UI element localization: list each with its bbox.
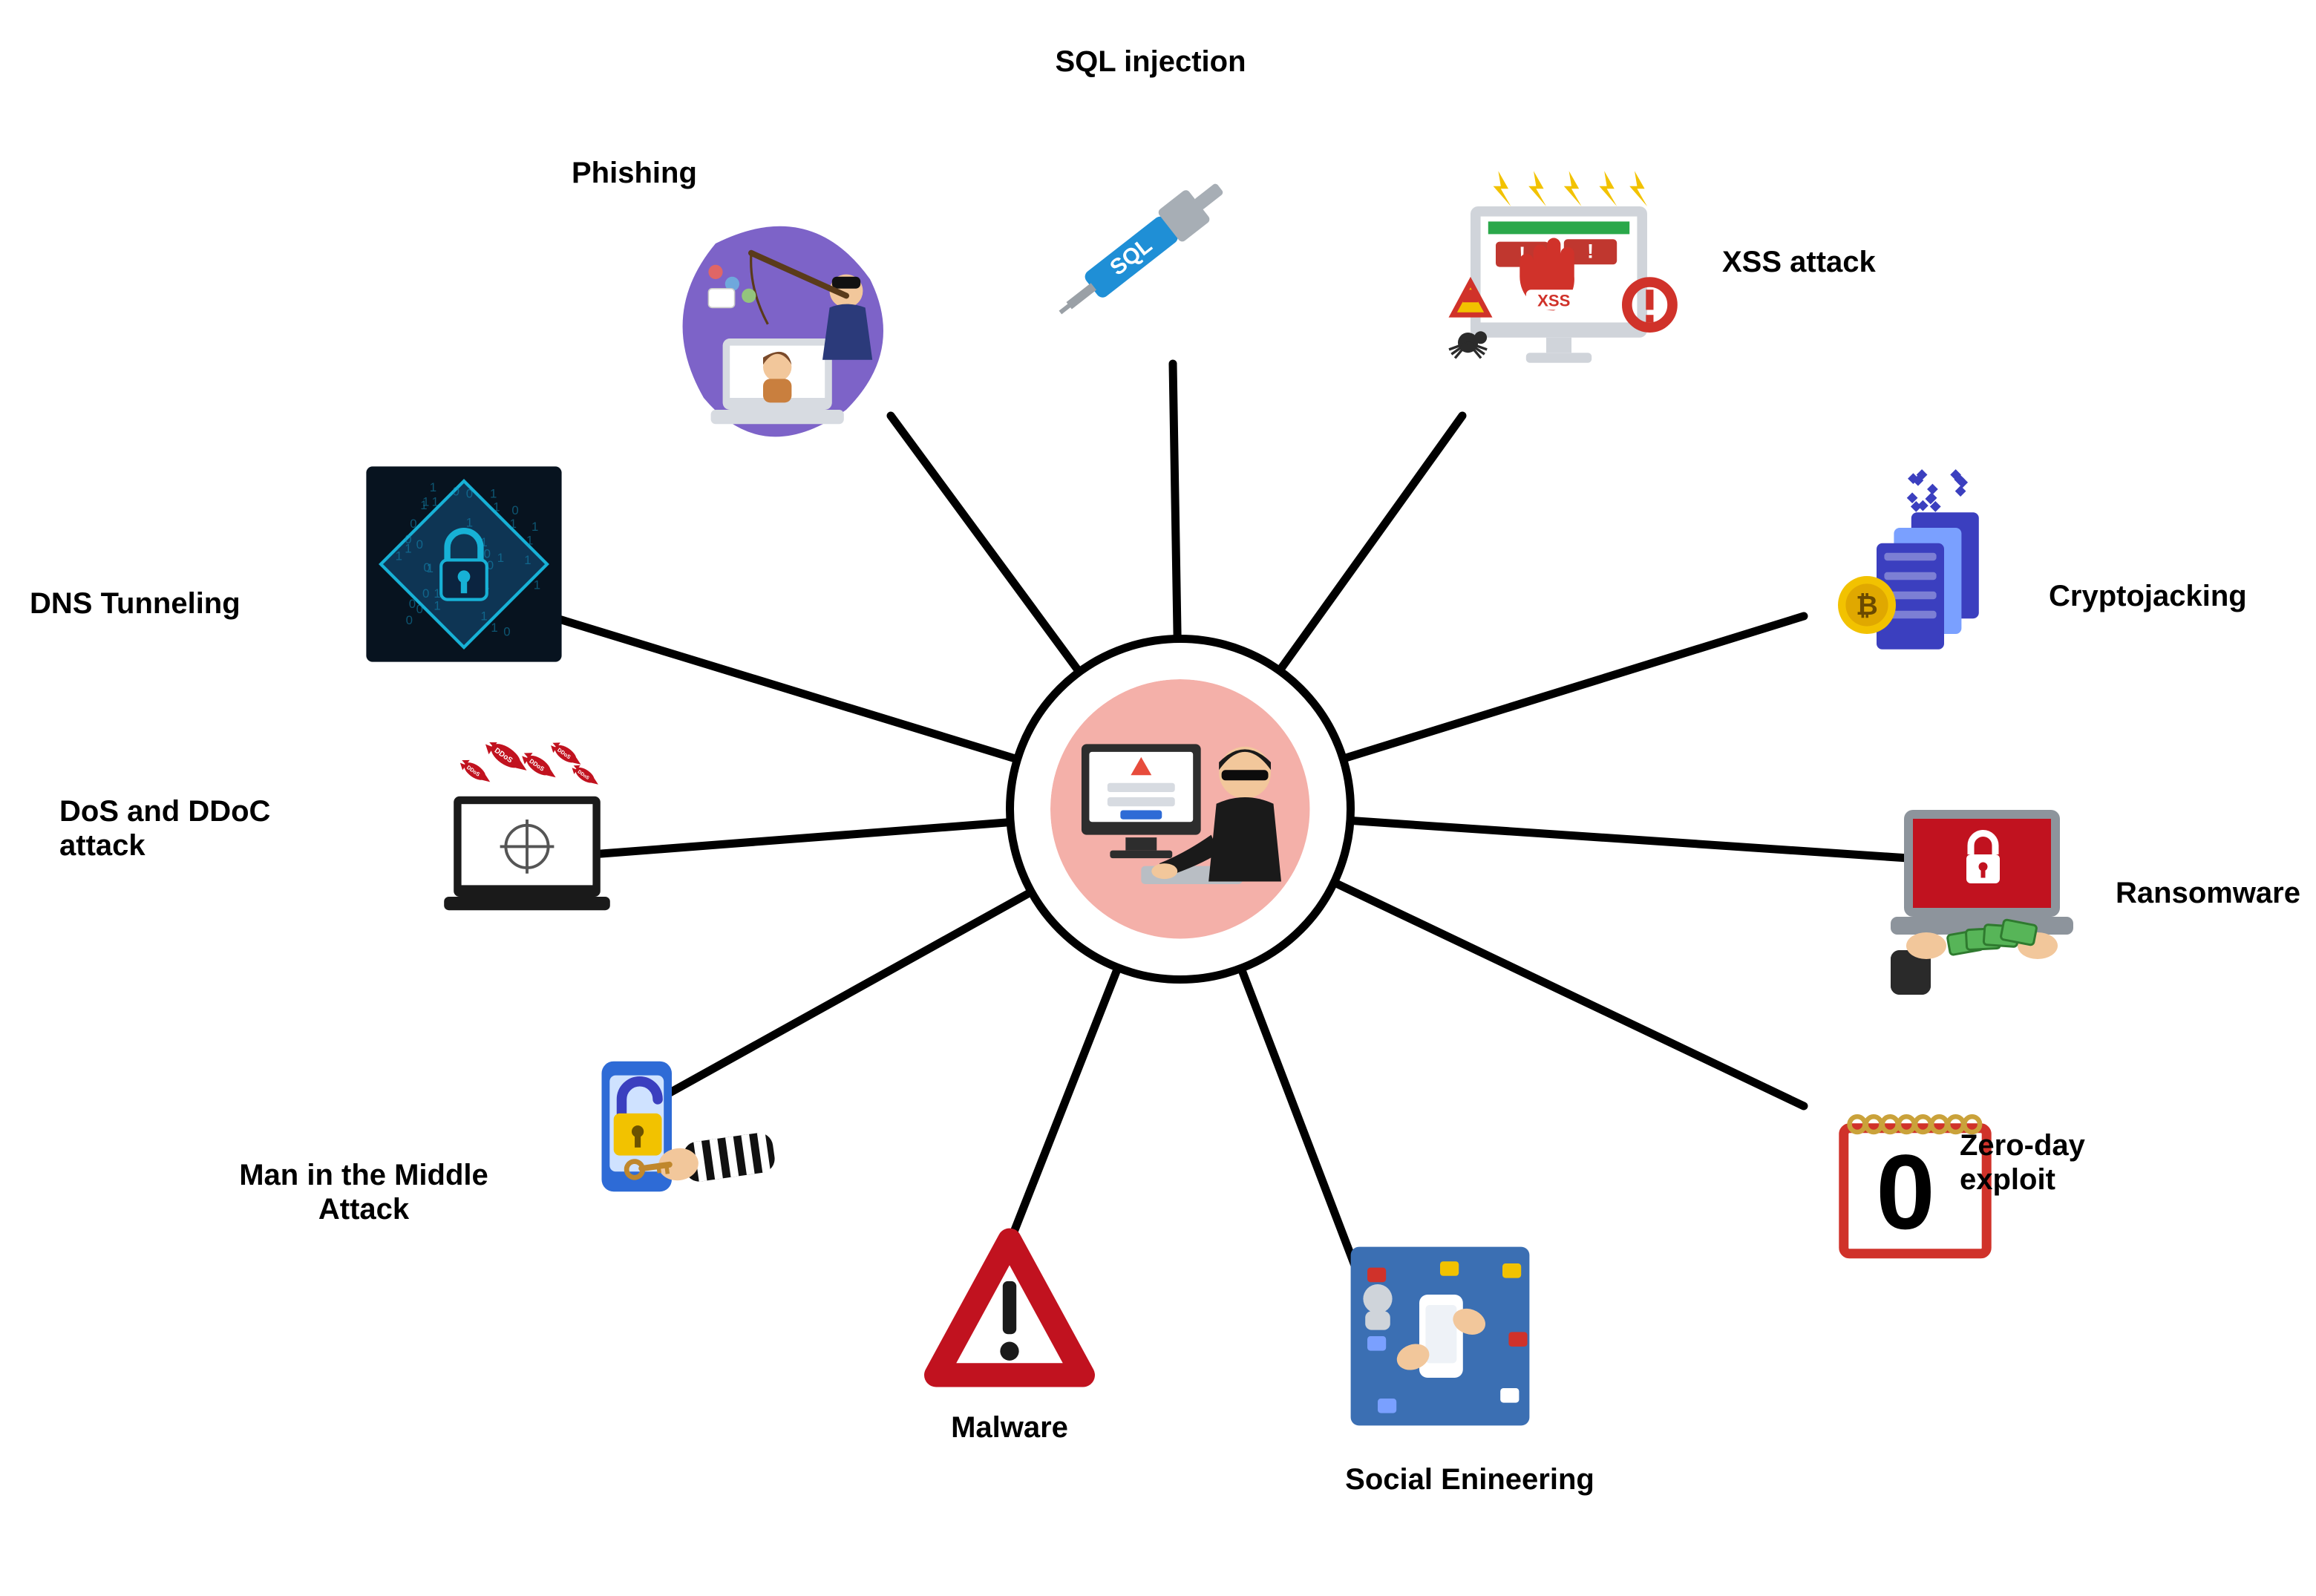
svg-text:0: 0 bbox=[511, 503, 518, 517]
sql_injection-label: SQL injection bbox=[995, 45, 1306, 89]
svg-text:0: 0 bbox=[466, 486, 473, 500]
svg-text:1: 1 bbox=[493, 500, 500, 514]
svg-text:0: 0 bbox=[453, 485, 459, 499]
svg-text:1: 1 bbox=[396, 549, 402, 563]
hub-hacker-icon bbox=[1006, 635, 1355, 984]
svg-text:0: 0 bbox=[503, 625, 510, 639]
cryptojacking-icon: ₿ bbox=[1804, 460, 2026, 653]
svg-text:0: 0 bbox=[405, 532, 411, 546]
svg-text:0: 0 bbox=[409, 597, 416, 611]
svg-text:1: 1 bbox=[526, 533, 533, 547]
svg-text:0: 0 bbox=[406, 613, 413, 627]
svg-text:1: 1 bbox=[432, 495, 439, 509]
social-label: Social Enineering bbox=[1277, 1462, 1663, 1507]
svg-text:₿: ₿ bbox=[1856, 590, 1878, 621]
ddos-icon: DDoS DDoS DDoS bbox=[408, 742, 646, 935]
svg-text:0: 0 bbox=[1876, 1134, 1935, 1252]
mitm-icon bbox=[549, 1039, 794, 1240]
zeroday-label: Zero-day exploit bbox=[1960, 1128, 2197, 1217]
svg-text:1: 1 bbox=[434, 599, 440, 613]
svg-text:0: 0 bbox=[416, 537, 423, 552]
svg-text:1: 1 bbox=[491, 621, 497, 635]
svg-text:XSS: XSS bbox=[1537, 291, 1570, 310]
svg-text:0: 0 bbox=[423, 560, 430, 575]
svg-text:1: 1 bbox=[534, 578, 540, 592]
svg-text:1: 1 bbox=[524, 553, 531, 567]
svg-text:0: 0 bbox=[410, 517, 416, 531]
phishing-label: Phishing bbox=[572, 156, 779, 200]
svg-text:1: 1 bbox=[510, 517, 517, 531]
svg-text:1: 1 bbox=[430, 480, 436, 494]
svg-text:1: 1 bbox=[480, 609, 487, 624]
svg-text:1: 1 bbox=[420, 498, 427, 512]
svg-text:1: 1 bbox=[531, 520, 538, 534]
cryptojacking-label: Cryptojacking bbox=[2049, 579, 2316, 624]
sql_injection-icon: SQL bbox=[1032, 126, 1254, 364]
svg-text:0: 0 bbox=[416, 602, 423, 616]
svg-text:0: 0 bbox=[484, 547, 491, 561]
phishing-icon bbox=[653, 208, 920, 445]
svg-text:1: 1 bbox=[497, 551, 504, 565]
diagram-stage: SQL SQL injection ! ! XSS bbox=[0, 0, 2316, 1596]
ddos-label: DoS and DDoC attack bbox=[59, 794, 408, 883]
svg-text:0: 0 bbox=[422, 586, 429, 601]
malware-label: Malware bbox=[913, 1410, 1106, 1455]
xss-label: XSS attack bbox=[1722, 245, 1975, 290]
xss-icon: ! ! XSS bbox=[1418, 156, 1700, 408]
svg-text:!: ! bbox=[1587, 240, 1594, 263]
dns-label: DNS Tunneling bbox=[30, 586, 349, 631]
ransomware-label: Ransomware bbox=[2116, 876, 2316, 920]
dns-icon: 0010111101110011111100011010011100111001 bbox=[349, 460, 579, 668]
svg-text:1: 1 bbox=[490, 486, 497, 500]
mitm-label: Man in the Middle Attack bbox=[163, 1158, 564, 1247]
ransomware-icon bbox=[1863, 772, 2101, 995]
malware-icon bbox=[913, 1225, 1106, 1396]
social-icon bbox=[1329, 1232, 1551, 1440]
svg-text:1: 1 bbox=[466, 516, 473, 530]
